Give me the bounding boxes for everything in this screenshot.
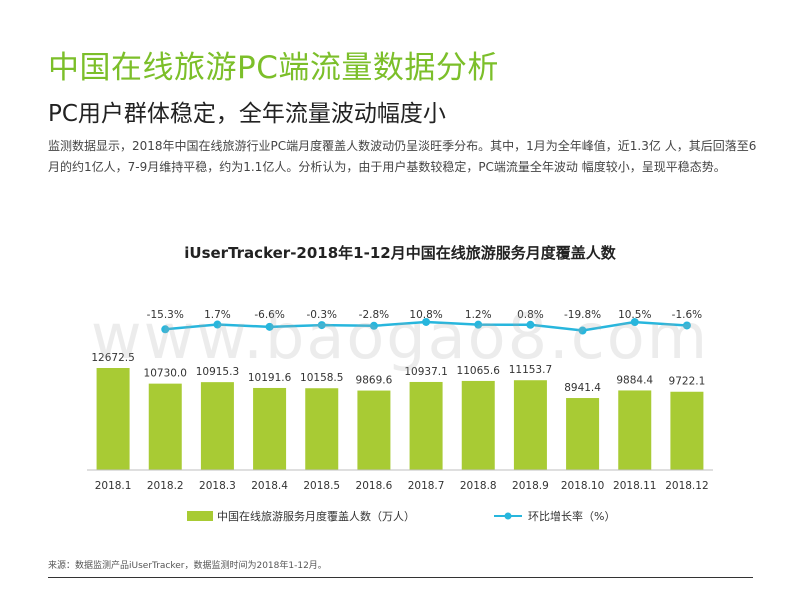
growth-rate-label: -15.3% xyxy=(147,309,184,321)
growth-rate-label: 10.5% xyxy=(618,309,651,321)
bar-value-label: 9869.6 xyxy=(356,375,393,387)
bar xyxy=(200,382,234,470)
growth-rate-label: 1.2% xyxy=(465,309,492,321)
bar-value-label: 10937.1 xyxy=(404,366,447,378)
growth-rate-label: -1.6% xyxy=(672,309,702,321)
bar xyxy=(253,387,287,470)
bar xyxy=(357,390,391,470)
chart-title: iUserTracker-2018年1-12月中国在线旅游服务月度覆盖人数 xyxy=(184,244,616,262)
growth-rate-label: 10.8% xyxy=(409,309,442,321)
bar xyxy=(618,390,652,470)
x-tick-label: 2018.9 xyxy=(512,480,549,492)
growth-rate-point xyxy=(474,320,483,329)
growth-rate-point xyxy=(265,322,274,331)
growth-rate-point xyxy=(526,320,535,329)
bar-value-label: 10915.3 xyxy=(196,366,239,378)
bar-value-label: 10158.5 xyxy=(300,372,343,384)
bar xyxy=(409,381,443,470)
bar-value-label: 12672.5 xyxy=(91,352,134,364)
growth-rate-point xyxy=(682,321,691,330)
x-tick-label: 2018.3 xyxy=(199,480,236,492)
growth-rate-label: 0.8% xyxy=(517,309,544,321)
growth-rate-point xyxy=(369,321,378,330)
legend-line-marker xyxy=(504,512,512,520)
x-tick-label: 2018.4 xyxy=(251,480,288,492)
growth-rate-point xyxy=(213,320,222,329)
x-tick-label: 2018.8 xyxy=(460,480,497,492)
bar xyxy=(513,380,547,470)
bar xyxy=(461,380,495,470)
growth-rate-point xyxy=(317,321,326,330)
bar-value-label: 9884.4 xyxy=(616,374,653,386)
legend-bar-label: 中国在线旅游服务月度覆盖人数（万人） xyxy=(217,509,415,523)
page-subtitle: PC用户群体稳定，全年流量波动幅度小 xyxy=(48,101,446,127)
bottom-divider xyxy=(48,577,753,578)
bar xyxy=(305,388,339,470)
growth-rate-label: -6.6% xyxy=(254,309,284,321)
x-tick-label: 2018.10 xyxy=(561,480,604,492)
growth-rate-label: -0.3% xyxy=(307,309,337,321)
x-tick-label: 2018.6 xyxy=(356,480,393,492)
growth-rate-label: -19.8% xyxy=(564,309,601,321)
growth-rate-label: 1.7% xyxy=(204,309,231,321)
page-title: 中国在线旅游PC端流量数据分析 xyxy=(48,50,499,86)
growth-rate-point xyxy=(422,317,431,326)
x-tick-label: 2018.11 xyxy=(613,480,656,492)
description-paragraph: 监测数据显示，2018年中国在线旅游行业PC端月度覆盖人数波动仍呈淡旺季分布。其… xyxy=(48,139,757,174)
bar-value-label: 11065.6 xyxy=(457,365,501,377)
bar-value-label: 9722.1 xyxy=(669,376,706,388)
bar-value-label: 11153.7 xyxy=(509,364,552,376)
growth-rate-point xyxy=(630,318,639,327)
x-tick-label: 2018.7 xyxy=(408,480,445,492)
source-note: 来源：数据监测产品iUserTracker，数据监测时间为2018年1-12月。 xyxy=(48,561,327,571)
x-tick-label: 2018.1 xyxy=(95,480,132,492)
legend-line-label: 环比增长率（%） xyxy=(528,509,615,523)
bar-value-label: 8941.4 xyxy=(564,382,601,394)
x-tick-label: 2018.2 xyxy=(147,480,184,492)
bar xyxy=(148,383,182,470)
bar xyxy=(670,391,704,470)
legend-bar-swatch xyxy=(187,511,213,521)
bar-value-label: 10191.6 xyxy=(248,372,292,384)
growth-rate-point xyxy=(161,325,170,334)
bar-value-label: 10730.0 xyxy=(144,368,187,380)
growth-rate-label: -2.8% xyxy=(359,309,389,321)
x-tick-label: 2018.12 xyxy=(665,480,708,492)
bar xyxy=(566,398,600,470)
bar xyxy=(96,368,130,470)
growth-rate-point xyxy=(578,326,587,335)
x-tick-label: 2018.5 xyxy=(303,480,340,492)
